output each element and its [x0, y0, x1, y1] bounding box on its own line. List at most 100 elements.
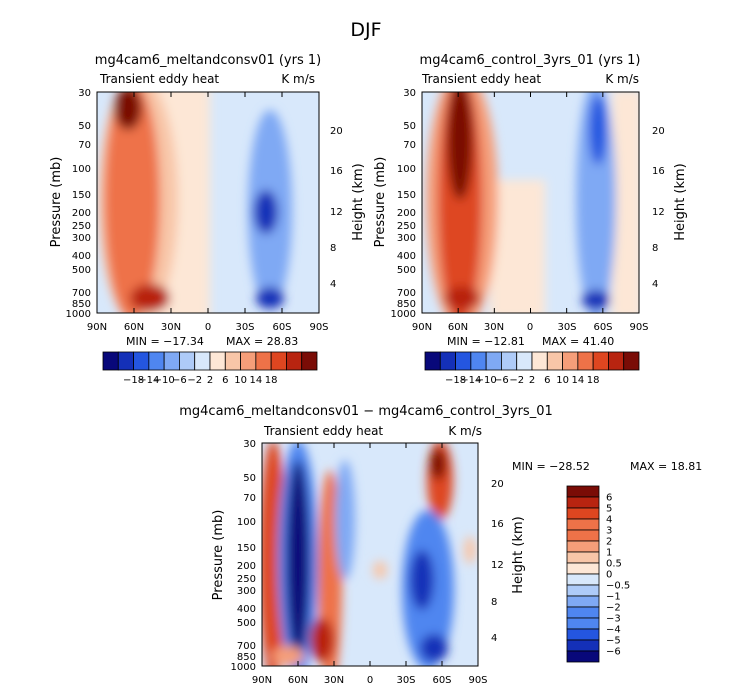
panel-1-positive-upper-max — [114, 92, 142, 130]
panel-1-subtitle-right: K m/s — [281, 72, 315, 86]
panel-2-min-label: MIN = −12.81 — [447, 335, 525, 348]
panel-3-neg-right-lower — [420, 634, 448, 662]
panel-2-ylabel: Pressure (mb) — [373, 157, 388, 248]
panel-3-pos-upper-right-core — [430, 448, 446, 480]
panel-1-ytick: 150 — [72, 190, 91, 201]
colorbar-swatch — [286, 351, 303, 371]
panel-2-ytick: 500 — [397, 265, 416, 276]
panel-3-height-tick: 16 — [491, 519, 504, 530]
panel-1-xtick: 60S — [272, 322, 291, 333]
colorbar-label: −0.5 — [606, 581, 630, 592]
panel-3-ytick: 100 — [237, 517, 256, 528]
panel-3-ytick: 50 — [243, 473, 256, 484]
colorbar-label: −18 — [445, 375, 466, 386]
colorbar-swatch — [470, 351, 487, 371]
colorbar-label: −18 — [123, 375, 144, 386]
panel-1-ytick: 200 — [72, 208, 91, 219]
panel-2-height-tick: 20 — [652, 126, 665, 137]
colorbar-swatch — [531, 351, 548, 371]
panel-2-ytick: 70 — [403, 140, 416, 151]
axis-tick-marks — [421, 92, 640, 313]
panel-2-xtick: 0 — [527, 322, 533, 333]
panel-3-right-ticks: 20 16 12 8 4 — [491, 479, 504, 644]
colorbar-swatch — [566, 496, 600, 509]
panel-1-subtitle-left: Transient eddy heat — [99, 72, 219, 86]
panel-3-pos-lower-left — [272, 646, 304, 666]
colorbar-swatch — [516, 351, 533, 371]
colorbar-label: −6 — [606, 647, 621, 658]
panel-3-ytick: 500 — [237, 618, 256, 629]
axis-tick-marks — [96, 92, 320, 313]
panel-1-x-ticks: 90N 60N 30N 0 30S 60S 90S — [87, 322, 329, 333]
panel-2-ylabel-right: Height (km) — [673, 163, 688, 240]
colorbar-swatch — [424, 351, 441, 371]
colorbar-label: 10 — [556, 375, 569, 386]
panel-2-ytick: 400 — [397, 251, 416, 262]
panel-2-negative-column — [576, 92, 616, 313]
panel-1-ytick: 70 — [78, 140, 91, 151]
panel-1-max-label: MAX = 28.83 — [226, 335, 298, 348]
colorbar-label: 3 — [606, 526, 612, 537]
colorbar-swatch — [255, 351, 272, 371]
colorbar-label: −14 — [460, 375, 481, 386]
panel-2-ytick: 100 — [397, 164, 416, 175]
panel-3-ytick: 1000 — [231, 662, 256, 673]
panel-2-ytick: 200 — [397, 208, 416, 219]
panel-2-xtick: 30N — [484, 322, 504, 333]
colorbar-swatch — [577, 351, 594, 371]
panel-2-positive-lower-max — [444, 286, 480, 310]
colorbar-label: −10 — [476, 375, 497, 386]
panel-2-positive-max — [447, 92, 473, 200]
colorbar-swatch — [566, 584, 600, 597]
panel-1-xtick: 0 — [205, 322, 211, 333]
panel-3-height-tick: 12 — [491, 560, 504, 571]
panel-1-xtick: 30N — [161, 322, 181, 333]
panel-1-negative-lower-min — [256, 287, 284, 309]
panel-2: mg4cam6_control_3yrs_01 (yrs 1) Transien… — [373, 53, 688, 386]
panel-2-height-tick: 16 — [652, 166, 665, 177]
panel-2-x-ticks: 90N 60N 30N 0 30S 60S 90S — [412, 322, 649, 333]
colorbar-label: −2 — [509, 375, 524, 386]
panel-1-xtick: 90S — [309, 322, 328, 333]
colorbar-label: −10 — [154, 375, 175, 386]
colorbar-label: 18 — [265, 375, 278, 386]
colorbar-swatch — [224, 351, 241, 371]
panel-1-ytick: 400 — [72, 251, 91, 262]
panel-1-height-tick: 16 — [330, 166, 343, 177]
panel-1-height-tick: 8 — [330, 243, 336, 254]
panel-1-title: mg4cam6_meltandconsv01 (yrs 1) — [95, 53, 321, 68]
panel-3-ytick: 200 — [237, 561, 256, 572]
panel-3-neg-band — [335, 460, 355, 580]
panel-1-ytick: 50 — [78, 121, 91, 132]
panel-3-height-tick: 20 — [491, 479, 504, 490]
panel-1-ytick: 100 — [72, 164, 91, 175]
panel-3-xtick: 30N — [324, 675, 344, 686]
panel-2-contour-field — [422, 92, 639, 313]
panel-2-y-ticks: 30 50 70 100 150 200 250 300 400 500 700… — [391, 88, 416, 320]
colorbar-label: −2 — [606, 603, 621, 614]
colorbar-swatch — [179, 351, 196, 371]
panel-2-ytick: 50 — [403, 121, 416, 132]
colorbar-label: 18 — [587, 375, 600, 386]
colorbar-swatch — [566, 628, 600, 641]
panel-1-xtick: 90N — [87, 322, 107, 333]
panel-1-y-ticks: 30 50 70 100 150 200 250 300 400 500 700… — [66, 88, 91, 320]
panel-2-ytick: 700 — [397, 288, 416, 299]
panel-2-negative-upper-min — [589, 95, 607, 165]
colorbar-label: −5 — [606, 636, 621, 647]
panel-1-ytick: 300 — [72, 233, 91, 244]
panel-3-xtick: 30S — [396, 675, 415, 686]
panel-3-neg-right-core — [410, 550, 434, 610]
colorbar-label: 1 — [606, 548, 612, 559]
panel-2-right-ticks: 20 16 12 8 4 — [652, 126, 665, 290]
colorbar-swatch — [566, 529, 600, 542]
colorbar-label: 0.5 — [606, 559, 622, 570]
axis-tick-marks — [261, 443, 479, 666]
panel-3-neg-main-core — [286, 460, 310, 660]
panel-3-ytick: 700 — [237, 641, 256, 652]
panel-2-ytick: 1000 — [391, 309, 416, 320]
colorbar-label: 2 — [207, 375, 213, 386]
panel-3-ylabel-right: Height (km) — [511, 516, 526, 593]
panel-3-ytick: 150 — [237, 543, 256, 554]
colorbar-swatch — [566, 573, 600, 586]
